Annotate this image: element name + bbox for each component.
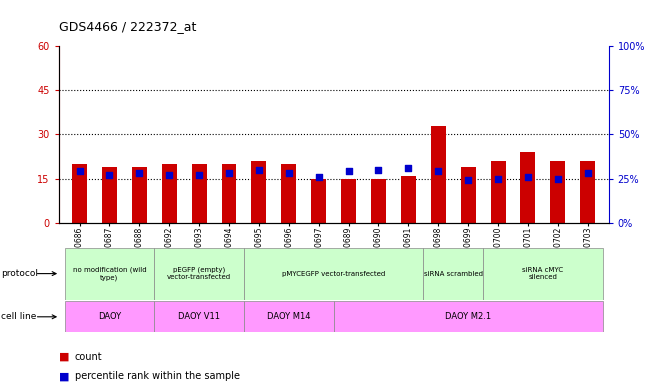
Point <box>314 174 324 180</box>
Bar <box>521 152 535 223</box>
Point <box>104 172 115 178</box>
Bar <box>431 126 446 223</box>
Bar <box>221 164 236 223</box>
Bar <box>334 301 603 332</box>
Bar <box>154 301 244 332</box>
Point <box>403 165 413 171</box>
Bar <box>64 301 154 332</box>
Text: ■: ■ <box>59 352 69 362</box>
Bar <box>244 301 334 332</box>
Text: ■: ■ <box>59 371 69 381</box>
Bar <box>401 175 416 223</box>
Point <box>254 167 264 173</box>
Bar <box>132 167 146 223</box>
Text: DAOY V11: DAOY V11 <box>178 312 220 321</box>
Bar <box>483 248 603 300</box>
Text: DAOY M14: DAOY M14 <box>267 312 311 321</box>
Bar <box>251 161 266 223</box>
Text: pEGFP (empty)
vector-transfected: pEGFP (empty) vector-transfected <box>167 267 231 280</box>
Point <box>373 167 383 173</box>
Bar <box>154 248 244 300</box>
Text: no modification (wild
type): no modification (wild type) <box>73 266 146 281</box>
Text: percentile rank within the sample: percentile rank within the sample <box>75 371 240 381</box>
Point <box>134 170 145 176</box>
Text: count: count <box>75 352 102 362</box>
Bar <box>423 248 483 300</box>
Point <box>493 175 503 182</box>
Bar <box>311 179 326 223</box>
Bar <box>281 164 296 223</box>
Bar <box>491 161 506 223</box>
Text: siRNA cMYC
silenced: siRNA cMYC silenced <box>522 267 564 280</box>
Text: DAOY M2.1: DAOY M2.1 <box>445 312 492 321</box>
Bar <box>191 164 206 223</box>
Bar <box>72 164 87 223</box>
Text: pMYCEGFP vector-transfected: pMYCEGFP vector-transfected <box>282 271 385 276</box>
Bar <box>550 161 565 223</box>
Point <box>523 174 533 180</box>
Point <box>343 169 353 175</box>
Bar <box>371 179 386 223</box>
Text: siRNA scrambled: siRNA scrambled <box>424 271 483 276</box>
Bar <box>64 248 154 300</box>
Bar <box>161 164 176 223</box>
Point <box>433 169 443 175</box>
Point <box>74 169 85 175</box>
Text: DAOY: DAOY <box>98 312 121 321</box>
Text: protocol: protocol <box>1 269 38 278</box>
Point <box>224 170 234 176</box>
Point <box>553 175 563 182</box>
Text: cell line: cell line <box>1 312 36 321</box>
Point <box>164 172 174 178</box>
Bar <box>244 248 423 300</box>
Point <box>284 170 294 176</box>
Point <box>463 177 473 184</box>
Point <box>583 170 593 176</box>
Point <box>194 172 204 178</box>
Text: GDS4466 / 222372_at: GDS4466 / 222372_at <box>59 20 196 33</box>
Bar <box>461 167 476 223</box>
Bar <box>341 179 356 223</box>
Bar <box>580 161 595 223</box>
Bar <box>102 167 117 223</box>
